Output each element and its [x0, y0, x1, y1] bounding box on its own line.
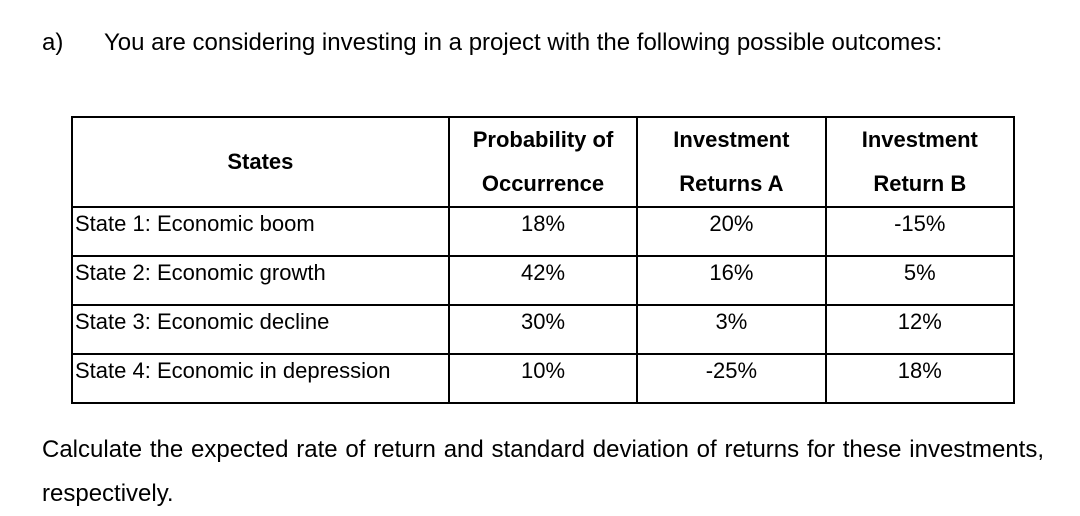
return-b-cell: -15%: [824, 206, 1016, 257]
table-row: State 3: Economic decline 30% 3% 12%: [71, 304, 1016, 355]
header-investment-b: Investment Return B: [824, 116, 1016, 208]
state-cell: State 2: Economic growth: [71, 255, 450, 306]
table-row: State 2: Economic growth 42% 16% 5%: [71, 255, 1016, 306]
return-a-cell: -25%: [636, 353, 827, 404]
return-a-cell: 16%: [636, 255, 827, 306]
probability-cell: 18%: [447, 206, 639, 257]
return-b-cell: 18%: [824, 353, 1016, 404]
header-investment-b-line1: Investment: [861, 127, 978, 152]
probability-cell: 42%: [447, 255, 639, 306]
header-investment-b-line2: Return B: [873, 171, 967, 196]
header-row: States Probability of Occurrence Investm…: [71, 116, 1016, 208]
table-row: State 1: Economic boom 18% 20% -15%: [71, 206, 1016, 257]
header-investment-a-line2: Returns A: [679, 171, 784, 196]
header-probability: Probability of Occurrence: [447, 116, 639, 208]
table-row: State 4: Economic in depression 10% -25%…: [71, 353, 1016, 404]
state-cell: State 4: Economic in depression: [71, 353, 450, 404]
question-task: Calculate the expected rate of return an…: [42, 436, 1044, 507]
header-states: States: [71, 116, 450, 208]
return-a-cell: 3%: [636, 304, 827, 355]
header-investment-a-line1: Investment: [673, 127, 790, 152]
probability-cell: 30%: [447, 304, 639, 355]
question-intro: You are considering investing in a proje…: [104, 29, 943, 56]
question-label: a): [42, 29, 64, 56]
state-cell: State 3: Economic decline: [71, 304, 450, 355]
return-b-cell: 5%: [824, 255, 1016, 306]
return-a-cell: 20%: [636, 206, 827, 257]
return-b-cell: 12%: [824, 304, 1016, 355]
header-investment-a: Investment Returns A: [636, 116, 827, 208]
outcomes-table: States Probability of Occurrence Investm…: [71, 116, 1016, 404]
state-cell: State 1: Economic boom: [71, 206, 450, 257]
probability-cell: 10%: [447, 353, 639, 404]
header-probability-line1: Probability of: [472, 127, 614, 152]
header-states-label: States: [227, 149, 294, 174]
header-probability-line2: Occurrence: [481, 171, 605, 196]
